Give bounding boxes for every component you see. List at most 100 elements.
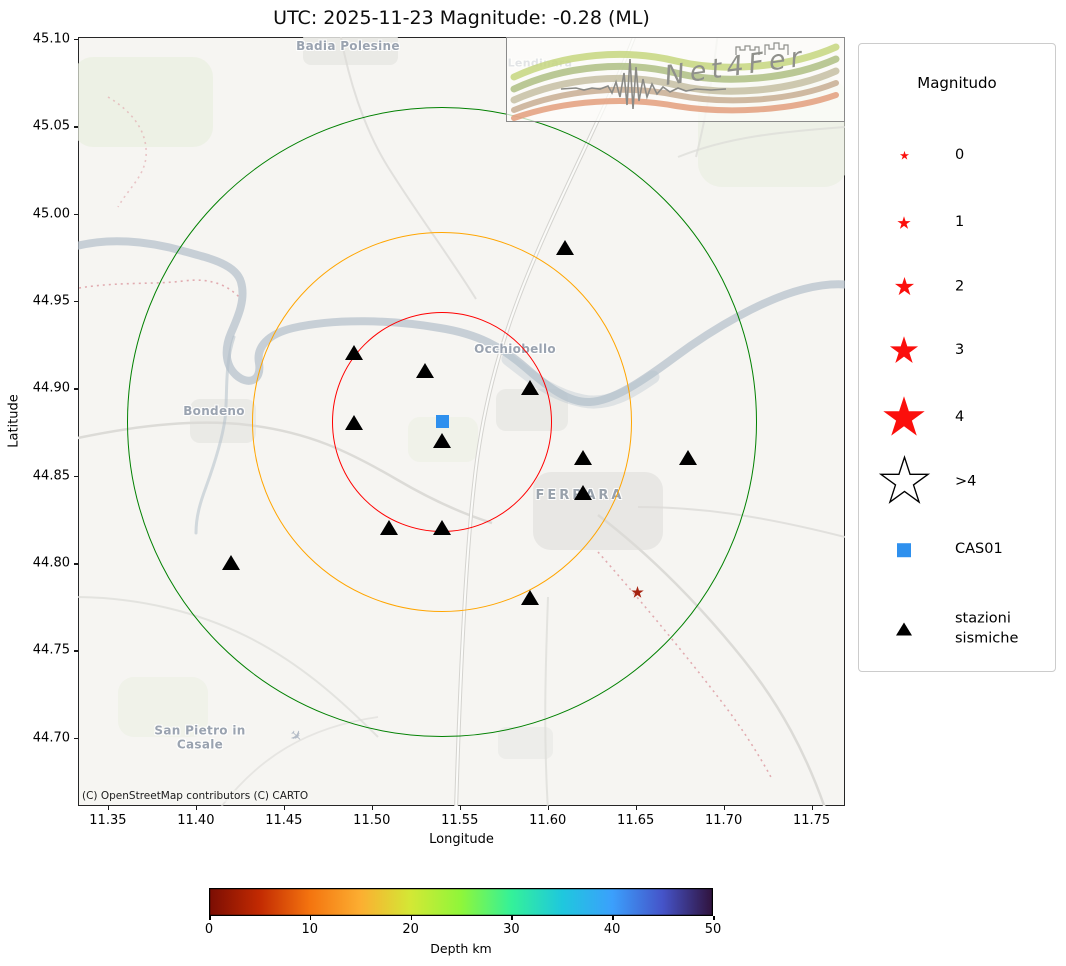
map-plot-area: Net4Fer (C) OpenStreetMap contributors (… [78, 37, 845, 806]
magnitude-star-icon [889, 336, 919, 363]
seismic-station-marker [679, 450, 698, 466]
legend-item: stazioni sismiche [859, 609, 1018, 648]
legend-item: >4 [859, 454, 976, 511]
seismic-station-marker [573, 485, 592, 501]
seismic-station-marker [573, 450, 592, 466]
seismogram-icon [560, 58, 727, 110]
y-axis-tick-label: 45.00 [32, 206, 70, 222]
colorbar-tick-label: 40 [603, 922, 621, 937]
colorbar-tick [713, 916, 715, 920]
colorbar-tick [410, 916, 413, 920]
seismic-station-marker [433, 520, 452, 536]
y-axis-tick-label: 45.05 [32, 118, 70, 134]
x-axis-tick-label: 11.55 [441, 813, 479, 828]
x-axis-tick-label: 11.40 [177, 813, 215, 828]
legend-item: 2 [859, 276, 964, 299]
y-axis-tick [74, 38, 78, 41]
x-axis-tick [283, 806, 286, 810]
y-axis-tick-label: 44.90 [32, 380, 70, 396]
x-axis-tick [371, 806, 374, 810]
x-axis-tick [459, 806, 462, 810]
seismic-station-marker [415, 362, 434, 378]
seismic-station-marker [433, 432, 452, 448]
page-title: UTC: 2025-11-23 Magnitude: -0.28 (ML) [273, 7, 650, 29]
magnitude-star-icon [899, 151, 909, 160]
legend-item-label: 1 [955, 214, 965, 231]
magnitude-star-icon [883, 396, 925, 436]
magnitude-star-outline-icon [878, 455, 930, 504]
x-axis-tick-label: 11.35 [89, 813, 127, 828]
x-axis-tick-label: 11.45 [265, 813, 303, 828]
y-axis-title: Latitude [6, 394, 22, 448]
legend-title: Magnitudo [917, 74, 997, 92]
cas01-station-marker [435, 415, 449, 428]
x-axis-tick-label: 11.70 [705, 813, 743, 828]
x-axis-tick-label: 11.65 [617, 813, 655, 828]
x-axis-title: Longitude [429, 832, 494, 847]
legend-item-label: CAS01 [955, 541, 1003, 558]
place-label: San Pietro in Casale [154, 723, 246, 752]
legend-item: 0 [859, 146, 964, 166]
seismic-station-marker [521, 380, 540, 396]
depth-colorbar [209, 888, 713, 916]
legend-item-label: 4 [955, 409, 965, 426]
net4fer-logo-box: Net4Fer [506, 37, 845, 122]
y-axis-tick [74, 126, 78, 128]
colorbar-tick-label: 20 [402, 922, 419, 937]
colorbar-tick-label: 50 [704, 922, 722, 937]
colorbar-tick [612, 916, 614, 920]
y-axis-tick [74, 388, 78, 390]
map-attribution: (C) OpenStreetMap contributors (C) CARTO [80, 790, 311, 802]
legend-item-label: 3 [955, 342, 965, 359]
y-axis-tick [74, 475, 78, 478]
colorbar-tick [309, 916, 312, 920]
x-axis-tick-label: 11.60 [529, 813, 567, 828]
legend-item-label: >4 [955, 473, 977, 490]
colorbar-tick [209, 916, 211, 920]
cas01-legend-icon [897, 543, 911, 557]
x-axis-tick-label: 11.75 [792, 813, 831, 828]
epicenter-star-icon [631, 586, 644, 599]
x-axis-tick [723, 806, 726, 810]
seismic-station-marker [345, 345, 364, 361]
legend-item: 4 [859, 393, 964, 443]
x-axis-tick [107, 806, 110, 810]
y-axis-tick [74, 300, 78, 303]
legend-item-label: 0 [955, 147, 965, 164]
y-axis-tick [74, 737, 78, 740]
logo-wave-bands [510, 43, 840, 121]
magnitude-star-icon [894, 277, 914, 296]
net4fer-logo: Net4Fer [510, 41, 840, 121]
station-legend-icon [896, 622, 912, 636]
seismic-station-marker [521, 590, 540, 606]
seismic-station-marker [222, 555, 241, 571]
y-axis-tick [74, 213, 78, 216]
y-axis-tick [74, 650, 78, 652]
colorbar-tick [511, 916, 513, 920]
colorbar-tick-label: 0 [204, 922, 214, 937]
seismic-station-marker [556, 240, 575, 256]
colorbar-tick-label: 10 [301, 922, 319, 937]
castle-icon [735, 42, 789, 55]
x-axis-tick [547, 806, 550, 810]
distance-ring [127, 106, 758, 737]
y-axis-tick-label: 45.10 [32, 31, 70, 47]
legend-item: CAS01 [859, 540, 1003, 560]
x-axis-tick [811, 806, 814, 810]
legend-item-label: stazioni sismiche [955, 610, 1019, 646]
y-axis-tick [74, 563, 78, 565]
colorbar-label: Depth km [430, 941, 492, 956]
x-axis-tick [195, 806, 198, 810]
magnitude-star-icon [897, 216, 911, 229]
y-axis-tick-label: 44.70 [32, 730, 70, 746]
seismic-station-marker [380, 520, 399, 536]
y-axis-tick-label: 44.75 [32, 642, 70, 658]
legend-box: Magnitudo 0 1 2 3 4 >4 CAS01 stazioni sism… [858, 43, 1056, 672]
y-axis-tick-label: 44.80 [32, 555, 70, 571]
colorbar-tick-label: 30 [503, 922, 520, 937]
y-axis-tick-label: 44.85 [32, 468, 70, 484]
x-axis-tick-label: 11.50 [353, 813, 391, 828]
y-axis-tick-label: 44.95 [32, 293, 70, 309]
seismic-station-marker [345, 415, 364, 431]
